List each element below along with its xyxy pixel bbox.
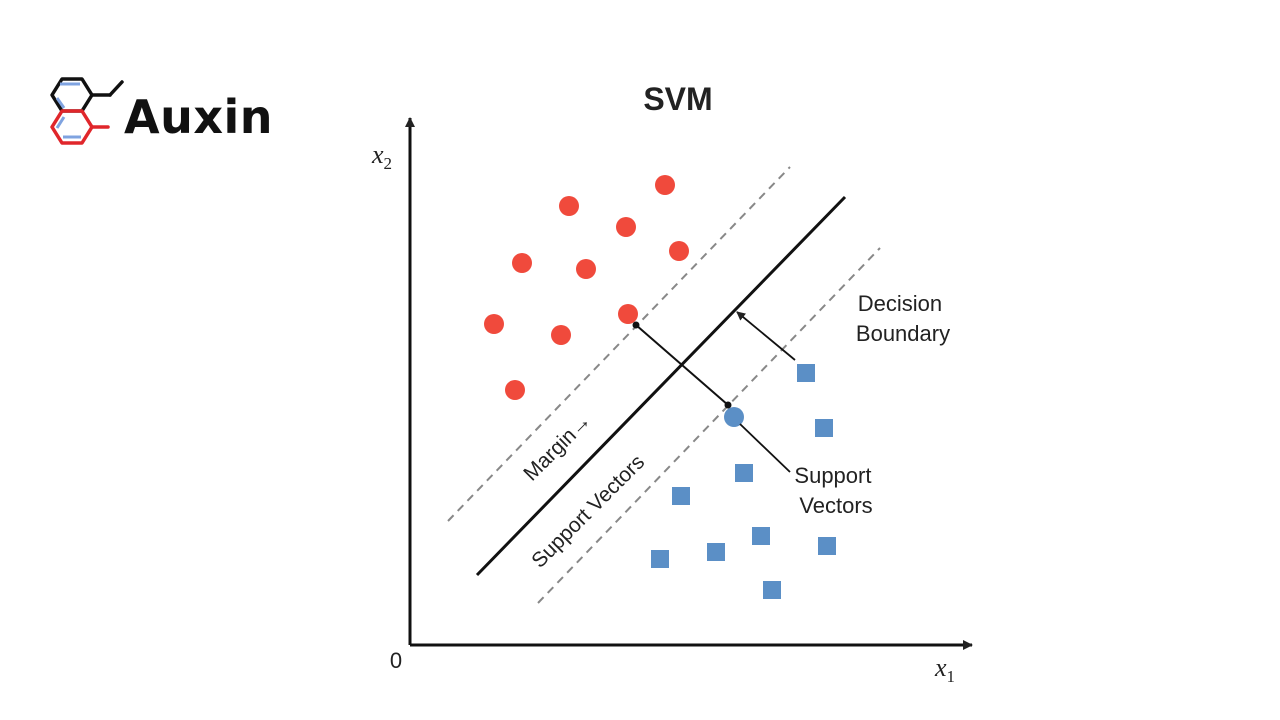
decision-boundary-label: Decision Boundary: [856, 291, 950, 346]
support-vectors-callout-line2: Vectors: [799, 493, 872, 518]
x-axis-label: x1: [934, 653, 955, 686]
molecule-icon: [50, 77, 124, 145]
origin-label: 0: [390, 648, 402, 673]
class-a-point: [559, 196, 579, 216]
class-a-point: [669, 241, 689, 261]
y-axis-subscript: 2: [384, 154, 393, 173]
class-a-point: [616, 217, 636, 237]
class-b-point: [672, 487, 690, 505]
decision-boundary-line: [475, 195, 847, 577]
class-b-support-vector: [724, 407, 744, 427]
x-axis-subscript: 1: [947, 667, 956, 686]
diagram-title: SVM: [643, 81, 712, 117]
y-axis-label: x2: [371, 140, 392, 173]
decision-boundary-label-line2: Boundary: [856, 321, 950, 346]
class-a-point: [576, 259, 596, 279]
class-b-point: [797, 364, 815, 382]
class-b-point: [735, 464, 753, 482]
class-a-point: [484, 314, 504, 334]
margin-width-line: [635, 324, 729, 406]
margin-label: Margin→: [519, 409, 596, 486]
class-b-point: [818, 537, 836, 555]
brand-name: Auxin: [124, 90, 274, 144]
class-a-point: [655, 175, 675, 195]
support-vectors-callout-line1: Support: [794, 463, 871, 488]
margin-endpoint-dot: [632, 321, 640, 329]
support-vector-pointer: [739, 423, 791, 473]
decision-boundary-label-line1: Decision: [858, 291, 942, 316]
margin-endpoint-dot: [724, 401, 732, 409]
class-b-point: [707, 543, 725, 561]
x-axis-variable: x: [934, 653, 947, 682]
class-a-point: [512, 253, 532, 273]
class-a-point: [551, 325, 571, 345]
class-b-point: [752, 527, 770, 545]
class-a-points: [484, 175, 689, 400]
lower-margin-line: [537, 247, 881, 604]
class-b-point: [815, 419, 833, 437]
decision-boundary-pointer: [736, 311, 796, 361]
support-vectors-callout-label: Support Vectors: [794, 463, 877, 518]
brand-logo: Auxin: [44, 76, 284, 162]
class-b-points: [651, 364, 836, 599]
y-axis-variable: x: [371, 140, 384, 169]
class-a-point: [505, 380, 525, 400]
upper-margin-line: [447, 166, 791, 522]
class-b-point: [763, 581, 781, 599]
class-b-point: [651, 550, 669, 568]
class-a-support-vector: [618, 304, 638, 324]
